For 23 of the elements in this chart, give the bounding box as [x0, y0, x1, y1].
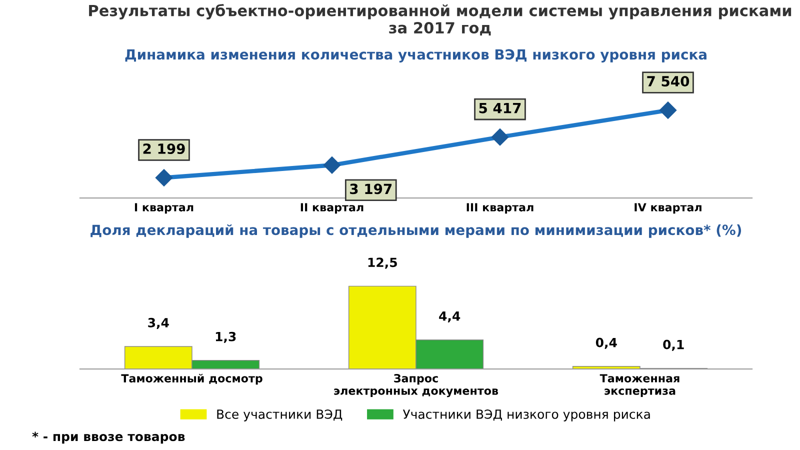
data-label: 2 199	[143, 143, 185, 154]
data-label: 0,4	[596, 338, 617, 349]
x-tick-label: III квартал	[466, 203, 534, 214]
text: * - при ввозе товаров	[32, 432, 185, 444]
x-tick-label: II квартал	[300, 203, 364, 214]
legend-label: Участники ВЭД низкого уровня риска	[402, 409, 650, 422]
chart-title: Доля деклараций на товары с отдельными мерами по минимизации рисков* (%)	[90, 224, 742, 238]
legend-label: Все участники ВЭД	[217, 409, 342, 422]
data-label: 7 540	[647, 76, 690, 86]
data-label: 4,4	[439, 311, 460, 322]
data-label: 3 197	[350, 184, 392, 194]
x-tick-label: Запрос электронных документов	[334, 374, 498, 398]
x-tick-label: Таможенная экспертиза	[600, 374, 680, 398]
data-label: 1,3	[216, 332, 236, 343]
x-tick-label: I квартал	[134, 203, 194, 214]
chart-subtitle: Динамика изменения количества участников ВЭД низкого уровня риска	[125, 49, 706, 62]
data-label: 5 417	[479, 103, 521, 114]
data-label: 0,1	[663, 340, 684, 351]
data-label: 3,4	[148, 318, 169, 329]
data-label: 12,5	[368, 258, 397, 269]
x-tick-label: Таможенный досмотр	[121, 374, 262, 385]
x-tick-label: IV квартал	[634, 203, 702, 214]
chart-title: Результаты субъектно-ориентированной модели системы управления рисками за 2017 год	[89, 4, 792, 36]
